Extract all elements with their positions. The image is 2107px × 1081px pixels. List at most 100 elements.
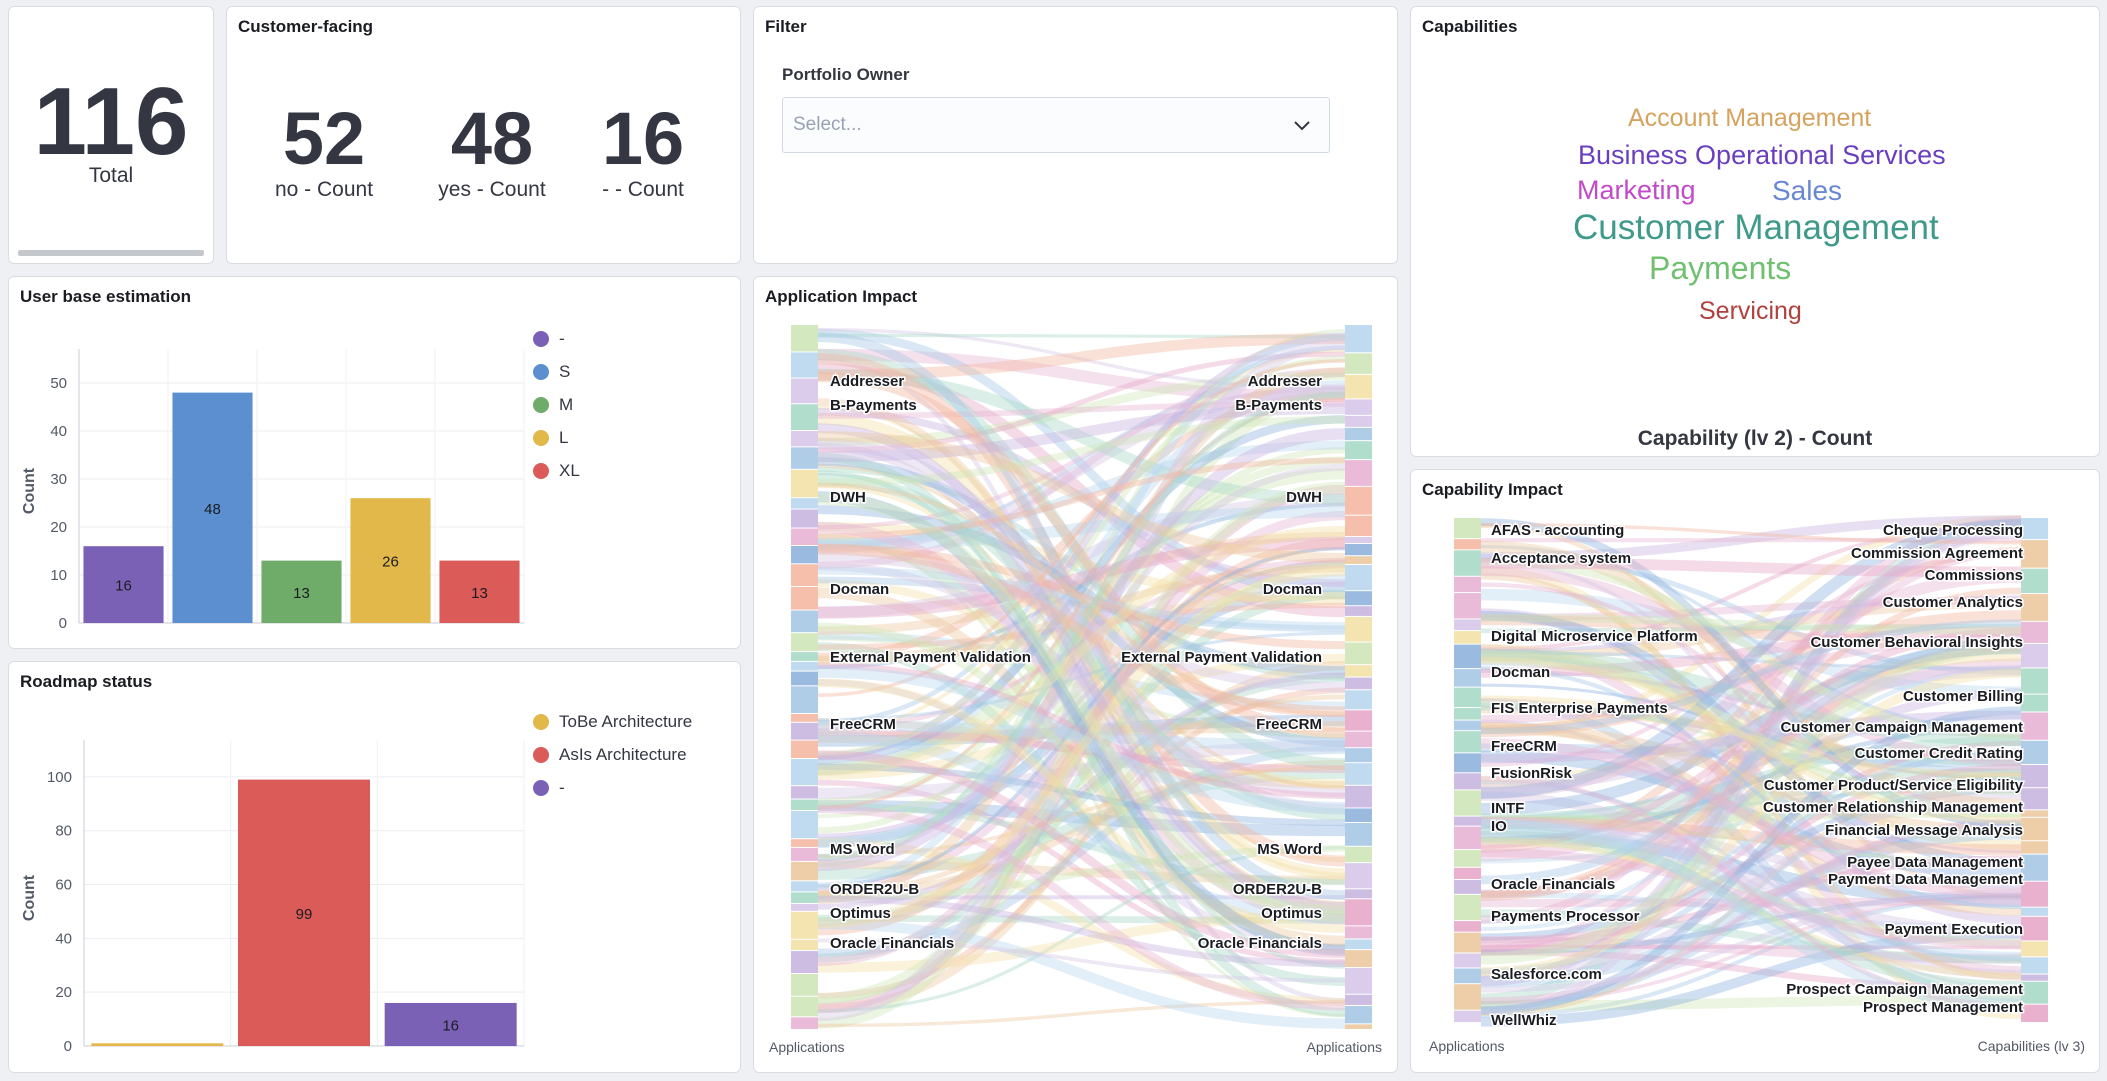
sankey-node bbox=[791, 799, 818, 810]
sankey-node-label: B-Payments bbox=[1235, 397, 1322, 414]
sankey-link bbox=[817, 484, 1346, 1013]
metric-dash: 16 - - Count bbox=[568, 102, 718, 202]
legend-item[interactable]: - bbox=[533, 322, 580, 355]
sankey-link bbox=[817, 666, 1346, 814]
sankey-link bbox=[817, 745, 1346, 957]
sankey-node bbox=[2021, 540, 2048, 568]
sankey-link bbox=[817, 750, 1346, 958]
tag-customer-management[interactable]: Customer Management bbox=[1573, 208, 1939, 247]
sankey-link bbox=[817, 653, 1346, 780]
legend-item[interactable]: XL bbox=[533, 454, 580, 487]
sankey-link bbox=[1480, 785, 2022, 941]
sankey-node bbox=[791, 722, 818, 740]
sankey-link bbox=[817, 799, 1346, 837]
sankey-node bbox=[791, 325, 818, 352]
tag-servicing[interactable]: Servicing bbox=[1699, 297, 1802, 325]
sankey-link bbox=[1480, 571, 2022, 800]
sankey-link bbox=[817, 557, 1346, 731]
legend-item[interactable]: ToBe Architecture bbox=[533, 705, 692, 738]
sankey-node-label: Addresser bbox=[830, 373, 904, 390]
sankey-link bbox=[1480, 767, 2022, 830]
sankey-link bbox=[1480, 891, 2022, 931]
sankey-link bbox=[817, 938, 1346, 983]
sankey-link bbox=[817, 351, 1346, 453]
sankey-link bbox=[817, 348, 1346, 734]
tag-marketing[interactable]: Marketing bbox=[1577, 175, 1696, 205]
sankey-link bbox=[1480, 518, 2022, 1006]
sankey-link bbox=[1480, 764, 2022, 957]
sankey-link bbox=[1480, 698, 2022, 1002]
legend-item[interactable]: - bbox=[533, 771, 692, 804]
sankey-link bbox=[817, 332, 1346, 901]
sankey-node bbox=[1454, 619, 1481, 631]
sankey-node bbox=[791, 509, 818, 528]
bar bbox=[238, 779, 370, 1046]
sankey-link bbox=[817, 911, 1346, 973]
sankey-node-label: Customer Campaign Management bbox=[1780, 719, 2023, 736]
sankey-link bbox=[1480, 848, 2022, 949]
sankey-link bbox=[817, 397, 1346, 810]
legend-item[interactable]: M bbox=[533, 388, 580, 421]
sankey-link bbox=[817, 602, 1346, 650]
sankey-node bbox=[2021, 788, 2048, 810]
sankey-link bbox=[1480, 719, 2022, 990]
sankey-link bbox=[817, 533, 1346, 954]
chevron-down-icon bbox=[1294, 121, 1310, 131]
sankey-node bbox=[1454, 593, 1481, 619]
sankey-node bbox=[1454, 968, 1481, 984]
portfolio-owner-select[interactable]: Select... bbox=[782, 97, 1330, 153]
sankey-node-label: FreeCRM bbox=[1256, 716, 1322, 733]
tag-sales[interactable]: Sales bbox=[1772, 175, 1843, 206]
sankey-node bbox=[791, 469, 818, 498]
sankey-node bbox=[791, 996, 818, 1017]
sankey-link bbox=[817, 430, 1346, 563]
sankey-node-label: Customer Relationship Management bbox=[1763, 799, 2023, 816]
sankey-node bbox=[1454, 879, 1481, 894]
sankey-link bbox=[817, 457, 1346, 747]
panel-title: Roadmap status bbox=[20, 672, 153, 691]
sankey-node bbox=[2021, 841, 2048, 854]
sankey-link bbox=[1480, 588, 2022, 699]
y-tick-label: 40 bbox=[55, 930, 72, 947]
sankey-link bbox=[1480, 526, 2022, 987]
sankey-link bbox=[817, 348, 1346, 770]
y-tick-label: 40 bbox=[50, 423, 67, 440]
sankey-node bbox=[2021, 941, 2048, 957]
sankey-node bbox=[791, 431, 818, 447]
sankey-node bbox=[791, 587, 818, 610]
sankey-link bbox=[1480, 642, 2022, 815]
bar bbox=[172, 392, 253, 623]
sankey-link bbox=[1480, 648, 2022, 747]
sankey-link bbox=[817, 386, 1346, 1029]
sankey-link bbox=[817, 573, 1346, 847]
sankey-node bbox=[1345, 731, 1372, 748]
sankey-link bbox=[1480, 548, 2022, 952]
tag-business-operational-services[interactable]: Business Operational Services bbox=[1578, 140, 1946, 170]
legend-item[interactable]: L bbox=[533, 421, 580, 454]
application-impact-panel: Application Impact Addresser B-Payments DW… bbox=[753, 276, 1398, 1073]
sankey-flows bbox=[1480, 515, 2022, 1027]
sankey-node bbox=[1454, 644, 1481, 669]
tag-account-management[interactable]: Account Management bbox=[1628, 104, 1872, 132]
sankey-node bbox=[1345, 863, 1372, 889]
legend-item[interactable]: S bbox=[533, 355, 580, 388]
sankey-node-label: Prospect Management bbox=[1863, 999, 2023, 1016]
panel-title: Customer-facing bbox=[238, 17, 374, 36]
legend-item[interactable]: AsIs Architecture bbox=[533, 738, 692, 771]
sankey-node bbox=[791, 633, 818, 652]
sankey-node bbox=[2021, 974, 2048, 981]
sankey-link bbox=[817, 384, 1346, 554]
metric-label: - - Count bbox=[602, 178, 684, 201]
portfolio-owner-label: Portfolio Owner bbox=[782, 65, 910, 84]
sankey-node bbox=[791, 498, 818, 509]
tag-cloud-caption: Capability (lv 2) - Count bbox=[1637, 427, 1873, 450]
roadmap-panel: Roadmap status 0 20 40 60 80 100 99 16 Count ToB… bbox=[8, 661, 741, 1073]
tag-payments[interactable]: Payments bbox=[1649, 250, 1792, 286]
sankey-link bbox=[817, 763, 1346, 826]
sankey-link bbox=[817, 721, 1346, 743]
total-panel: 116 Total bbox=[8, 6, 214, 264]
sankey-link bbox=[1480, 909, 2022, 964]
legend-swatch bbox=[533, 746, 549, 763]
sankey-link bbox=[817, 482, 1346, 717]
user-base-chart: 0 10 20 30 40 50 16 48 13 26 13 Count bbox=[21, 349, 525, 632]
